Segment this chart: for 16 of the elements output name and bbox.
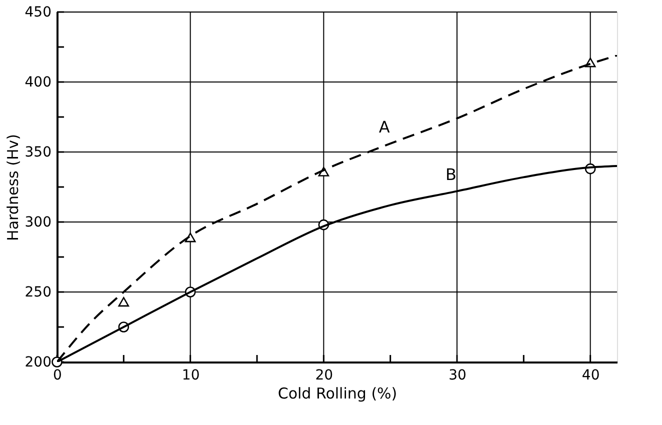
x-tick-label: 20 (315, 368, 334, 384)
series-label: A (378, 118, 390, 137)
y-tick-label: 200 (24, 354, 52, 370)
y-tick-label: 400 (24, 74, 52, 90)
series-label: B (446, 165, 456, 184)
x-tick-label: 40 (582, 368, 600, 384)
point (118, 297, 130, 307)
y-axis-title: Hardness (Hv) (4, 134, 22, 241)
y-tick-label: 350 (24, 144, 52, 160)
x-axis-title: Cold Rolling (%) (278, 384, 398, 402)
y-tick-label: 300 (24, 214, 52, 230)
x-tick-label: 0 (53, 368, 62, 384)
x-tick-label: 30 (448, 368, 466, 384)
x-tick-label: 10 (182, 368, 200, 384)
y-tick-label: 250 (24, 284, 52, 300)
y-tick-label: 450 (24, 4, 52, 20)
